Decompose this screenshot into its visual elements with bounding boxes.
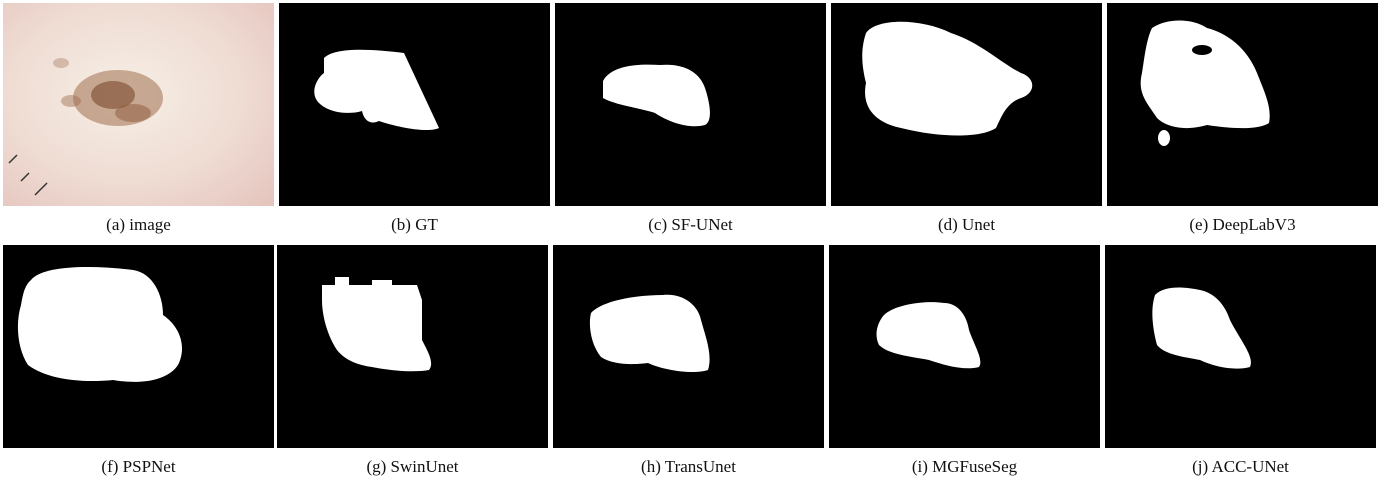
caption-j: (j) ACC-UNet (1192, 457, 1289, 476)
panel-deeplabv3 (1107, 3, 1378, 206)
caption-c: (c) SF-UNet (648, 215, 733, 234)
hair-line (34, 182, 48, 196)
caption-e: (e) DeepLabV3 (1189, 215, 1296, 234)
panel-unet (831, 3, 1102, 206)
lesion-tail (115, 104, 151, 122)
panel-swinunet (277, 245, 548, 448)
lesion-spot (53, 58, 69, 68)
caption-d: (d) Unet (937, 215, 996, 234)
panel-mgfuseseg (829, 245, 1100, 448)
dermoscopy-image (8, 58, 163, 196)
panel-acc-unet (1105, 245, 1376, 448)
hair-line (8, 154, 18, 164)
panel-sf-unet (555, 3, 826, 206)
lesion-core (91, 81, 135, 109)
caption-f: (f) PSPNet (101, 457, 176, 476)
pspnet-mask (17, 267, 183, 382)
lesion-spot (61, 95, 81, 107)
mgfuseseg-mask (876, 302, 981, 369)
sf-unet-mask (603, 64, 710, 127)
caption-b: (b) GT (391, 215, 438, 234)
caption-h: (h) TransUnet (641, 457, 736, 476)
panel-pspnet (3, 245, 274, 448)
caption-g: (g) SwinUnet (366, 457, 459, 476)
panel-image (3, 3, 274, 206)
deeplabv3-mask (1140, 20, 1270, 146)
unet-mask (862, 21, 1033, 136)
acc-unet-mask (1152, 287, 1251, 369)
transunet-mask (589, 294, 710, 373)
caption-a: (a) image (106, 215, 171, 234)
swinunet-mask (322, 277, 432, 372)
panel-transunet (553, 245, 824, 448)
hair-line (20, 172, 30, 182)
panel-gt (279, 3, 550, 206)
caption-i: (i) MGFuseSeg (911, 457, 1018, 476)
gt-mask (314, 49, 439, 131)
